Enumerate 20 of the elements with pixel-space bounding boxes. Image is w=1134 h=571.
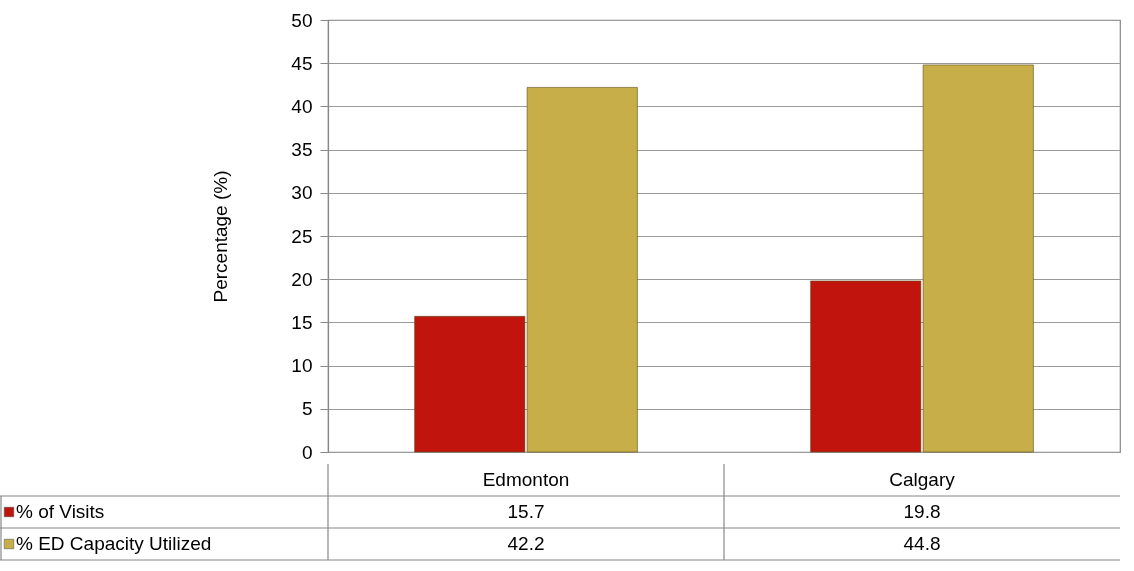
y-axis-title: Percentage (%) (210, 170, 232, 303)
y-tick-label: 30 (291, 182, 313, 204)
legend-label: % of Visits (16, 501, 105, 522)
x-tick-label: Calgary (889, 469, 956, 490)
y-tick-label: 45 (291, 52, 313, 74)
y-tick-label: 50 (291, 9, 313, 31)
y-tick-label: 10 (291, 355, 313, 377)
data-label: 15.7 (507, 501, 545, 522)
x-tick-label: Edmonton (482, 469, 570, 490)
y-tick-label: 15 (291, 311, 313, 333)
y-tick-label: 20 (291, 268, 313, 290)
data-label: 44.8 (903, 533, 941, 554)
y-tick-label: 40 (291, 95, 313, 117)
y-tick-label: 5 (301, 398, 313, 420)
y-tick-label: 35 (291, 139, 313, 161)
data-label: 42.2 (507, 533, 545, 554)
y-tick-label: 25 (291, 225, 313, 247)
legend-label: % ED Capacity Utilized (16, 533, 212, 554)
y-tick-label: 0 (301, 441, 313, 463)
data-label: 19.8 (903, 501, 941, 522)
